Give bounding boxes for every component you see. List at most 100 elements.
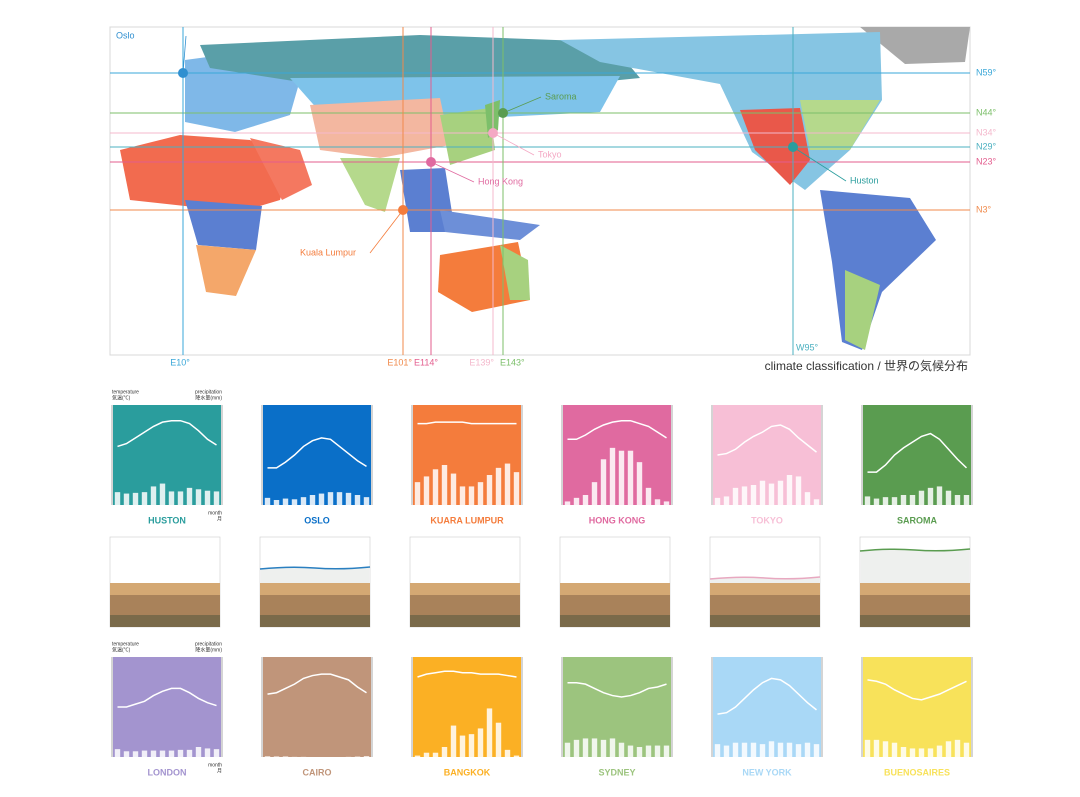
- precipitation-bar: [441, 465, 448, 505]
- climograph-panel: [113, 405, 221, 505]
- precipitation-bar: [873, 739, 880, 757]
- precipitation-bar: [909, 495, 916, 505]
- precipitation-bar: [864, 739, 871, 757]
- precipitation-bar: [414, 755, 421, 757]
- precipitation-bar: [177, 749, 184, 757]
- precipitation-bar: [204, 490, 211, 505]
- city-marker: [398, 205, 408, 215]
- precipitation-bar: [936, 486, 943, 505]
- city-name: HUSTON: [148, 515, 186, 525]
- city-name: LONDON: [148, 767, 187, 777]
- city-name: OSLO: [304, 515, 330, 525]
- city-leader: [502, 96, 542, 114]
- soil-bottom: [560, 615, 670, 627]
- map-caption: climate classification / 世界の気候分布: [765, 358, 968, 373]
- sahara: [120, 135, 290, 212]
- precipitation-bar: [813, 499, 820, 505]
- precipitation-bar: [195, 747, 202, 757]
- precipitation-bar: [123, 493, 130, 505]
- se-asia: [400, 168, 455, 232]
- climograph-panel: [563, 657, 671, 757]
- precipitation-bar: [882, 497, 889, 505]
- precipitation-bar: [891, 742, 898, 757]
- city-marker: [498, 108, 508, 118]
- city-leader: [182, 35, 187, 74]
- precipitation-bar: [114, 749, 121, 757]
- axis-label: 気温(℃): [112, 394, 131, 401]
- precipitation-bar: [768, 483, 775, 505]
- precipitation-bar: [477, 482, 484, 505]
- map-overlay: N59° N44° N34° N29° N23° N3° E10° E101° E114° E13…: [110, 27, 997, 367]
- precipitation-bar: [582, 495, 589, 505]
- precipitation-bar: [936, 745, 943, 757]
- soil-top: [710, 583, 820, 595]
- soil-top: [560, 583, 670, 595]
- precipitation-bar: [723, 496, 730, 505]
- arabia: [250, 138, 312, 200]
- axis-label: temperature: [112, 389, 139, 395]
- precipitation-bar: [291, 499, 298, 505]
- precipitation-bar: [573, 739, 580, 757]
- precipitation-bar: [564, 742, 571, 757]
- precipitation-bar: [654, 499, 661, 505]
- soil-mid: [410, 595, 520, 615]
- city-name: SAROMA: [897, 515, 937, 525]
- indonesia: [440, 210, 540, 240]
- precipitation-bar: [591, 738, 598, 757]
- precipitation-bar: [168, 750, 175, 757]
- precipitation-bar: [168, 491, 175, 505]
- precipitation-bar: [645, 745, 652, 757]
- precipitation-bar: [900, 747, 907, 757]
- precipitation-bar: [759, 744, 766, 757]
- precipitation-bar: [768, 741, 775, 757]
- climograph-panel: [113, 657, 221, 757]
- city-name: KUARA LUMPUR: [430, 515, 504, 525]
- precipitation-bar: [450, 725, 457, 757]
- longitude-label: W95°: [796, 342, 819, 352]
- latitude-label: N23°: [976, 156, 997, 166]
- central-africa: [185, 200, 262, 250]
- snow-line: [859, 548, 971, 552]
- precipitation-bar: [714, 497, 721, 505]
- latitude-label: N59°: [976, 67, 997, 77]
- soil-bottom: [410, 615, 520, 627]
- precipitation-bar: [513, 755, 520, 757]
- precipitation-bar: [663, 501, 670, 505]
- precipitation-bar: [213, 491, 220, 505]
- city-label: Tokyo: [538, 149, 562, 159]
- city-marker: [788, 142, 798, 152]
- precipitation-bar: [132, 751, 139, 757]
- soil-top: [110, 583, 220, 595]
- precipitation-bar: [450, 473, 457, 505]
- precipitation-bar: [363, 497, 370, 505]
- longitude-label: E114°: [414, 357, 438, 367]
- precipitation-bar: [609, 738, 616, 757]
- city-marker: [426, 157, 436, 167]
- temperature-line: [567, 419, 667, 441]
- city-label: Kuala Lumpur: [300, 247, 356, 257]
- snow-fill: [861, 550, 969, 583]
- precipitation-bar: [945, 741, 952, 757]
- precipitation-bar: [864, 496, 871, 505]
- axis-label: 月: [217, 768, 222, 774]
- precipitation-bar: [186, 749, 193, 757]
- precipitation-bar: [582, 738, 589, 757]
- latitude-label: N44°: [976, 107, 997, 117]
- precipitation-bar: [141, 750, 148, 757]
- temperature-line: [567, 681, 667, 698]
- precipitation-bar: [150, 486, 157, 505]
- precipitation-bar: [600, 739, 607, 757]
- precipitation-bar: [441, 747, 448, 757]
- city-name: NEW YORK: [742, 767, 792, 777]
- precipitation-bar: [486, 475, 493, 505]
- city-leader: [369, 209, 404, 254]
- precipitation-bar: [195, 489, 202, 505]
- precipitation-bar: [954, 495, 961, 505]
- precipitation-bar: [213, 749, 220, 757]
- soil-bottom: [260, 615, 370, 627]
- precipitation-bar: [627, 450, 634, 505]
- city-leader: [430, 161, 475, 183]
- precipitation-bar: [204, 748, 211, 757]
- precipitation-bar: [618, 742, 625, 757]
